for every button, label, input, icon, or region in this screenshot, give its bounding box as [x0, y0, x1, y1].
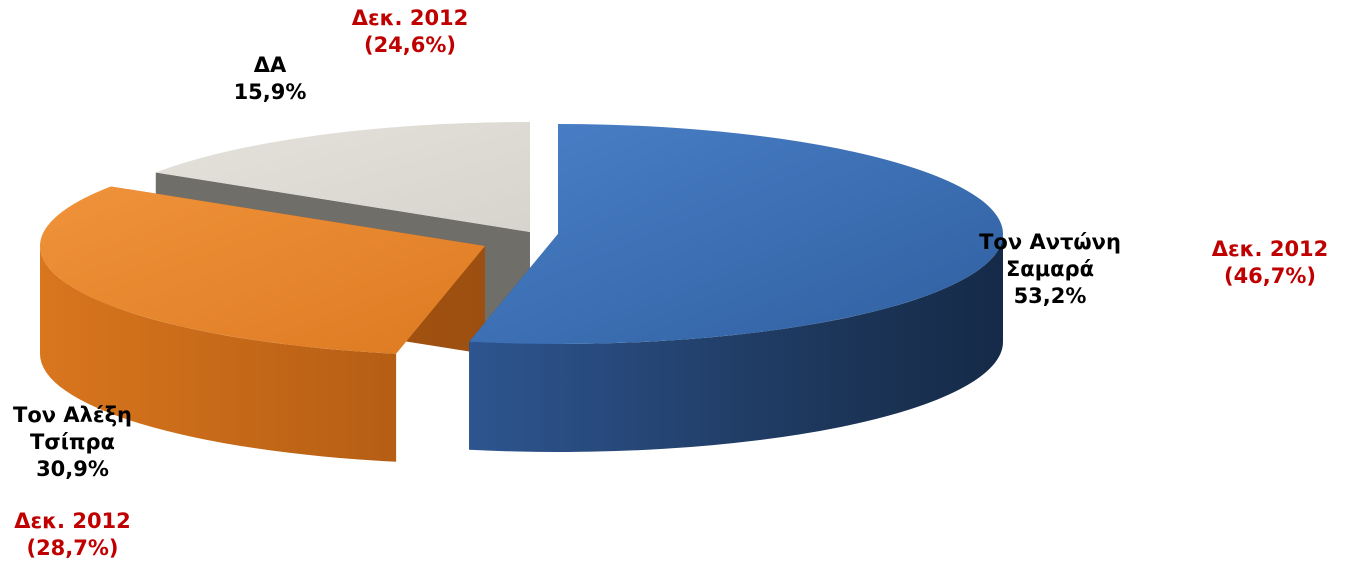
slice-value-label: 53,2%	[1013, 284, 1087, 308]
compare-label-tsipras: Δεκ. 2012 (28,7%)	[0, 508, 145, 562]
slice-value-label: 30,9%	[36, 457, 109, 481]
slice-samaras	[469, 124, 1004, 452]
slice-samaras-side-face	[469, 234, 1004, 452]
slice-tsipras-top-face	[39, 186, 486, 354]
compare-period: Δεκ. 2012	[14, 509, 131, 533]
compare-label-samaras: Δεκ. 2012 (46,7%)	[1190, 236, 1349, 290]
slice-name-line: ΔΑ	[253, 53, 287, 77]
slice-da-top-face	[155, 121, 530, 232]
compare-value: (24,6%)	[363, 33, 457, 57]
compare-value: (28,7%)	[26, 536, 119, 560]
compare-label-da: Δεκ. 2012 (24,6%)	[330, 5, 490, 59]
slice-samaras-top-face	[469, 124, 1004, 345]
compare-period: Δεκ. 2012	[1211, 237, 1329, 261]
slice-tsipras-side-face	[40, 246, 397, 462]
slice-name-line: Τον Αλέξη	[13, 403, 132, 427]
slice-label-tsipras: Τον Αλέξη Τσίπρα 30,9%	[0, 402, 145, 483]
slice-name-line: Τον Αντώνη	[979, 230, 1121, 254]
slice-label-samaras: Τον Αντώνη Σαμαρά 53,2%	[975, 229, 1125, 310]
compare-period: Δεκ. 2012	[351, 6, 469, 30]
slice-name-line: Τσίπρα	[30, 430, 115, 454]
slice-name-line: Σαμαρά	[1005, 257, 1095, 281]
slice-value-label: 15,9%	[233, 80, 307, 104]
slice-tsipras	[39, 186, 486, 462]
slice-label-da: ΔΑ 15,9%	[200, 52, 340, 106]
compare-value: (46,7%)	[1223, 264, 1317, 288]
